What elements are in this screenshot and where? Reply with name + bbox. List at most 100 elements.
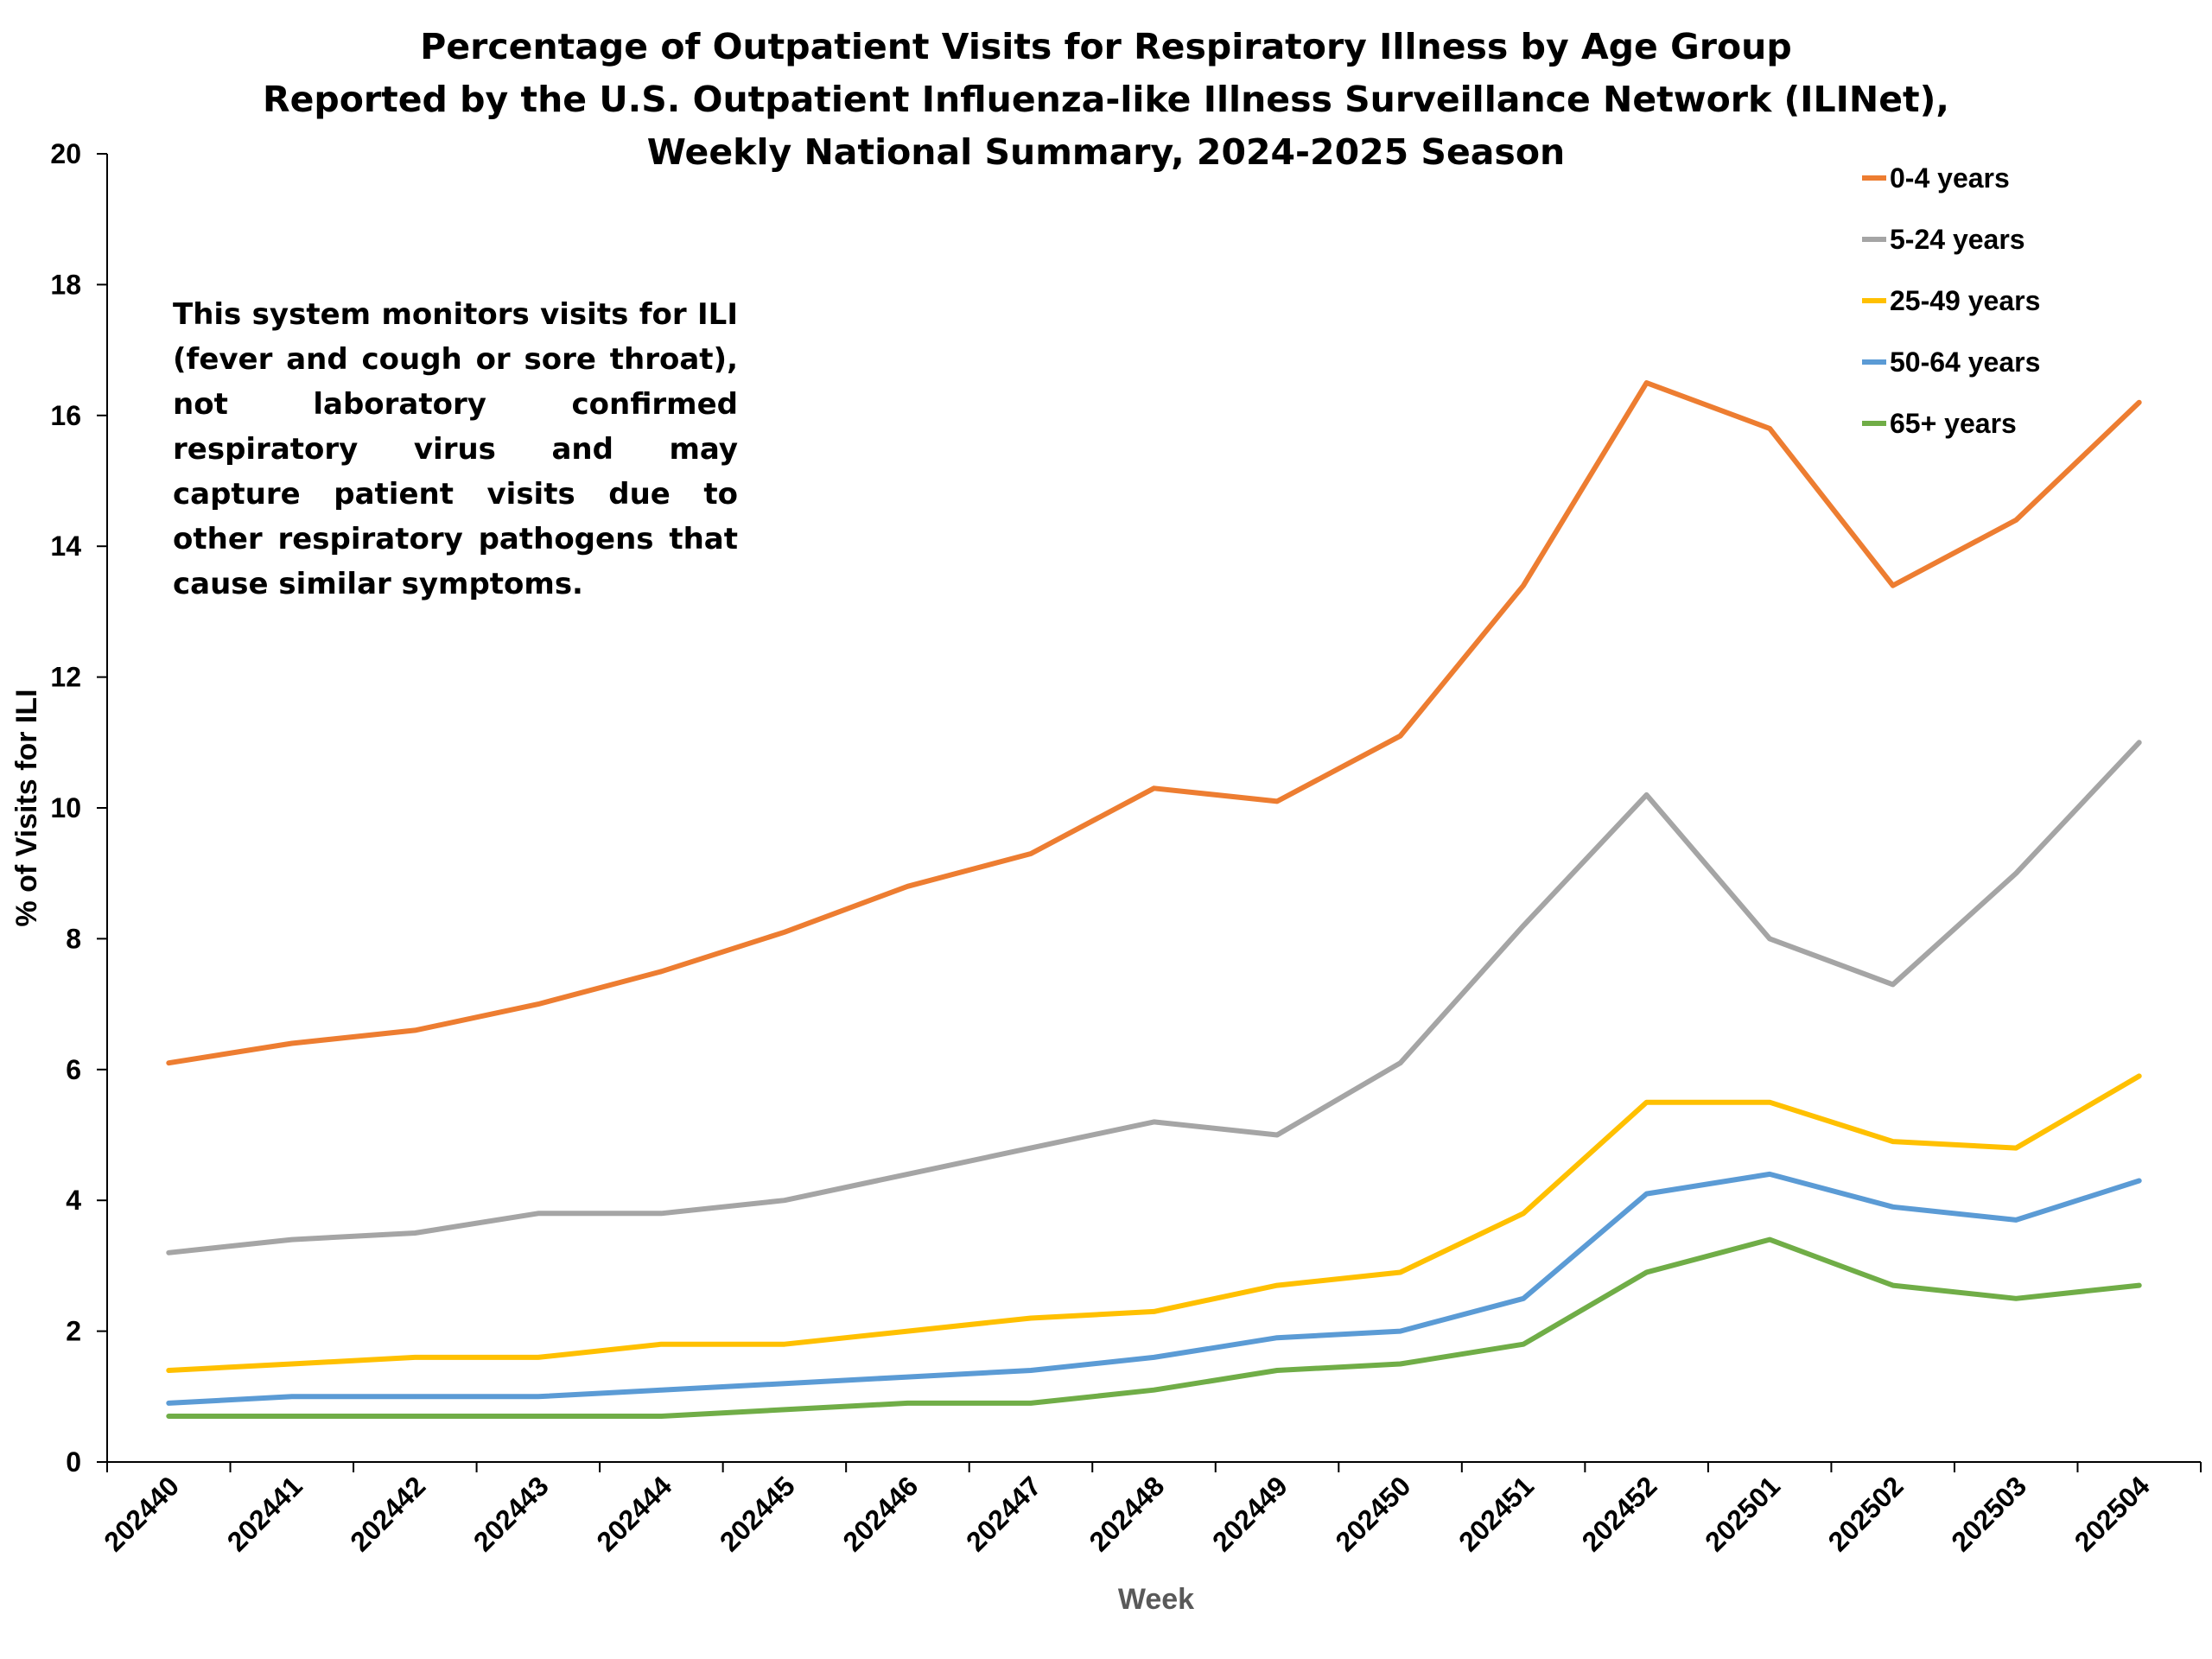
data-point-1-202445 — [784, 1199, 785, 1201]
data-point-1-202440 — [168, 1252, 169, 1254]
x-tick-label-202447: 202447 — [960, 1470, 1047, 1557]
y-tick-label-4: 4 — [66, 1185, 81, 1216]
data-point-3-202447 — [1030, 1370, 1032, 1371]
y-axis-title: % of Visits for ILI — [10, 689, 43, 926]
data-point-3-202445 — [784, 1382, 785, 1384]
data-point-4-202450 — [1400, 1363, 1402, 1364]
data-point-0-202451 — [1522, 585, 1524, 587]
data-point-4-202502 — [1892, 1285, 1894, 1287]
data-point-0-202444 — [660, 970, 662, 972]
chart-title-line-1: Percentage of Outpatient Visits for Resp… — [420, 26, 1792, 67]
x-tick-label-202441: 202441 — [221, 1470, 308, 1557]
x-tick-label-202448: 202448 — [1083, 1470, 1170, 1557]
data-point-0-202452 — [1646, 382, 1648, 384]
data-point-3-202451 — [1522, 1298, 1524, 1300]
data-point-4-202447 — [1030, 1402, 1032, 1404]
data-point-1-202503 — [2015, 873, 2017, 874]
x-tick-label-202446: 202446 — [836, 1470, 924, 1557]
axes: 0 2 4 6 8 10 12 14 16 18 20 202440 202441 202442 20244… — [50, 138, 2202, 1557]
data-point-1-202443 — [537, 1212, 539, 1214]
data-point-4-202446 — [906, 1402, 908, 1404]
data-point-0-202449 — [1276, 800, 1278, 802]
axis-labels: Week % of Visits for ILI — [10, 689, 1194, 1616]
data-point-0-202502 — [1892, 585, 1894, 587]
data-point-0-202503 — [2015, 519, 2017, 521]
data-point-1-202441 — [291, 1239, 293, 1241]
data-point-3-202441 — [291, 1395, 293, 1397]
data-point-4-202452 — [1646, 1271, 1648, 1273]
y-tick-label-2: 2 — [66, 1316, 81, 1347]
data-point-4-202444 — [660, 1415, 662, 1417]
series-line-50-64-years — [166, 1171, 2142, 1406]
y-tick-label-0: 0 — [66, 1446, 81, 1478]
series-line-5-24-years — [166, 740, 2142, 1255]
data-point-2-202450 — [1400, 1271, 1402, 1273]
legend: 0-4 years 5-24 years 25-49 years 50-64 year… — [1862, 162, 2040, 439]
x-tick-label-202503: 202503 — [1945, 1470, 2032, 1557]
data-point-2-202449 — [1276, 1285, 1278, 1287]
y-tick-label-20: 20 — [50, 138, 81, 169]
series-line-0-4-years — [166, 380, 2142, 1066]
data-point-2-202441 — [291, 1363, 293, 1364]
data-point-4-202442 — [414, 1415, 416, 1417]
data-point-4-202503 — [2015, 1298, 2017, 1300]
data-point-1-202452 — [1646, 794, 1648, 796]
data-point-0-202450 — [1400, 735, 1402, 737]
data-point-4-202443 — [537, 1415, 539, 1417]
legend-label-25-49-years: 25-49 years — [1890, 285, 2040, 316]
x-tick-label-202504: 202504 — [2069, 1470, 2156, 1557]
data-point-1-202442 — [414, 1232, 416, 1234]
y-tick-label-18: 18 — [50, 269, 81, 300]
data-point-3-202452 — [1646, 1193, 1648, 1195]
data-point-3-202450 — [1400, 1331, 1402, 1332]
y-tick-label-8: 8 — [66, 923, 81, 954]
x-tick-label-202442: 202442 — [344, 1470, 431, 1557]
data-point-0-202443 — [537, 1003, 539, 1005]
x-tick-label-202445: 202445 — [714, 1470, 801, 1557]
series-lines — [166, 380, 2142, 1419]
data-point-3-202442 — [414, 1395, 416, 1397]
y-tick-label-16: 16 — [50, 400, 81, 431]
chart-title-line-3: Weekly National Summary, 2024-2025 Seaso… — [646, 131, 1566, 173]
data-point-2-202451 — [1522, 1212, 1524, 1214]
data-point-3-202443 — [537, 1395, 539, 1397]
data-point-0-202440 — [168, 1062, 169, 1064]
y-tick-label-10: 10 — [50, 792, 81, 823]
x-tick-label-202443: 202443 — [467, 1470, 555, 1557]
x-tick-label-202501: 202501 — [1699, 1470, 1786, 1557]
legend-label-50-64-years: 50-64 years — [1890, 346, 2040, 378]
x-tick-label-202444: 202444 — [590, 1470, 677, 1557]
data-point-2-202446 — [906, 1331, 908, 1332]
legend-label-5-24-years: 5-24 years — [1890, 224, 2025, 255]
x-axis-title: Week — [1118, 1583, 1194, 1616]
x-tick-label-202452: 202452 — [1576, 1470, 1663, 1557]
y-tick-label-14: 14 — [50, 531, 81, 562]
x-tick-label-202502: 202502 — [1822, 1470, 1910, 1557]
legend-label-65-years: 65+ years — [1890, 408, 2017, 439]
legend-label-0-4-years: 0-4 years — [1890, 162, 2010, 194]
x-tick-label-202450: 202450 — [1330, 1470, 1417, 1557]
y-tick-label-12: 12 — [50, 662, 81, 693]
data-point-3-202503 — [2015, 1219, 2017, 1221]
data-point-0-202441 — [291, 1043, 293, 1045]
data-point-4-202449 — [1276, 1370, 1278, 1371]
data-point-2-202447 — [1030, 1317, 1032, 1319]
data-point-1-202451 — [1522, 925, 1524, 926]
data-point-3-202446 — [906, 1376, 908, 1378]
data-point-4-202441 — [291, 1415, 293, 1417]
chart-note: This system monitors visits for ILI (fev… — [173, 297, 738, 601]
chart-title-line-2: Reported by the U.S. Outpatient Influenz… — [263, 79, 1949, 120]
data-point-1-202502 — [1892, 983, 1894, 985]
data-point-4-202440 — [168, 1415, 169, 1417]
y-tick-label-6: 6 — [66, 1054, 81, 1085]
x-tick-label-202440: 202440 — [98, 1470, 185, 1557]
data-point-3-202440 — [168, 1402, 169, 1404]
data-point-1-202447 — [1030, 1147, 1032, 1149]
data-point-0-202445 — [784, 931, 785, 933]
data-point-2-202440 — [168, 1370, 169, 1371]
x-tick-label-202449: 202449 — [1206, 1470, 1294, 1557]
data-point-2-202503 — [2015, 1147, 2017, 1149]
data-point-4-202445 — [784, 1408, 785, 1410]
